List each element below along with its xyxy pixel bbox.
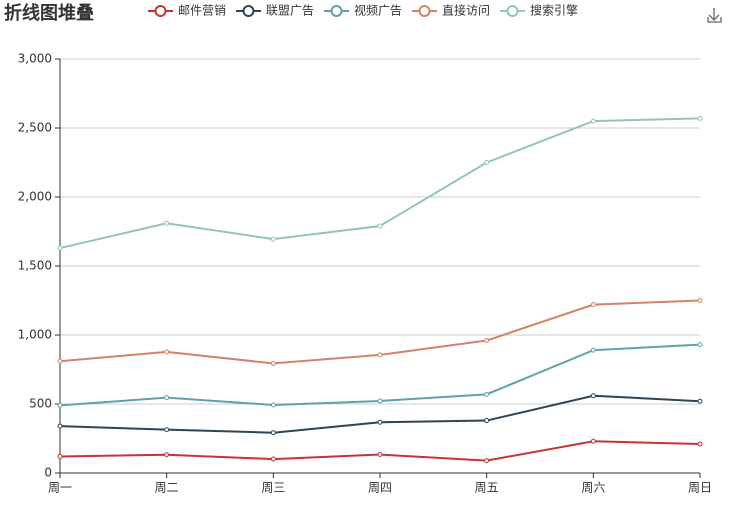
legend-marker [242, 5, 255, 17]
data-point [270, 402, 276, 408]
data-point [697, 298, 703, 303]
data-point [484, 160, 490, 165]
data-point [697, 342, 703, 348]
x-tick-label: 周二 [155, 481, 179, 495]
legend-label: 联盟广告 [266, 4, 314, 18]
data-point [590, 393, 596, 399]
data-point [697, 115, 703, 121]
x-tick-label: 周一 [48, 481, 72, 495]
y-tick-label: 3,000 [18, 52, 52, 66]
data-point [590, 302, 596, 308]
data-point [484, 418, 490, 424]
legend-label: 邮件营销 [178, 4, 226, 18]
download-icon[interactable] [707, 8, 722, 23]
data-point [377, 398, 383, 404]
data-point [57, 245, 63, 251]
x-tick-label: 周日 [688, 481, 712, 495]
y-tick-label: 0 [44, 466, 52, 480]
y-tick-label: 1,500 [18, 259, 52, 273]
data-point [270, 456, 276, 462]
data-point [164, 395, 170, 401]
y-tick-label: 2,500 [18, 121, 52, 135]
legend-marker [330, 5, 343, 17]
x-tick-label: 周六 [581, 481, 605, 495]
data-point [57, 358, 63, 364]
data-point [270, 430, 276, 436]
series-line [59, 117, 701, 250]
legend-label: 直接访问 [442, 3, 490, 18]
x-tick-label: 周五 [475, 481, 499, 495]
data-point [270, 236, 276, 242]
data-point [377, 352, 383, 358]
data-point [590, 118, 596, 124]
legend-marker [154, 5, 167, 17]
data-point [57, 402, 63, 408]
data-point [484, 458, 490, 464]
data-point [57, 423, 63, 429]
chart-title: 折线图堆叠 [4, 2, 94, 24]
data-point [590, 438, 596, 444]
data-point [377, 223, 383, 229]
data-point [697, 441, 703, 447]
data-point [484, 338, 490, 344]
data-point [590, 347, 596, 353]
legend-label: 搜索引擎 [530, 3, 578, 18]
data-point [270, 360, 276, 366]
x-tick-label: 周四 [368, 481, 392, 495]
data-point [484, 391, 490, 397]
y-tick-label: 500 [29, 397, 52, 411]
y-tick-label: 1,000 [18, 328, 52, 342]
data-point [164, 220, 170, 226]
series-line [59, 440, 701, 462]
data-point [164, 349, 170, 355]
data-point [377, 452, 383, 458]
legend-marker [418, 5, 431, 17]
legend-marker [506, 5, 519, 17]
data-point [377, 419, 383, 425]
data-point [164, 452, 170, 458]
x-tick-label: 周三 [261, 481, 285, 495]
data-point [57, 453, 63, 459]
data-point [697, 398, 703, 404]
legend-label: 视频广告 [354, 3, 402, 18]
data-point [164, 427, 170, 433]
y-tick-label: 2,000 [18, 190, 52, 204]
